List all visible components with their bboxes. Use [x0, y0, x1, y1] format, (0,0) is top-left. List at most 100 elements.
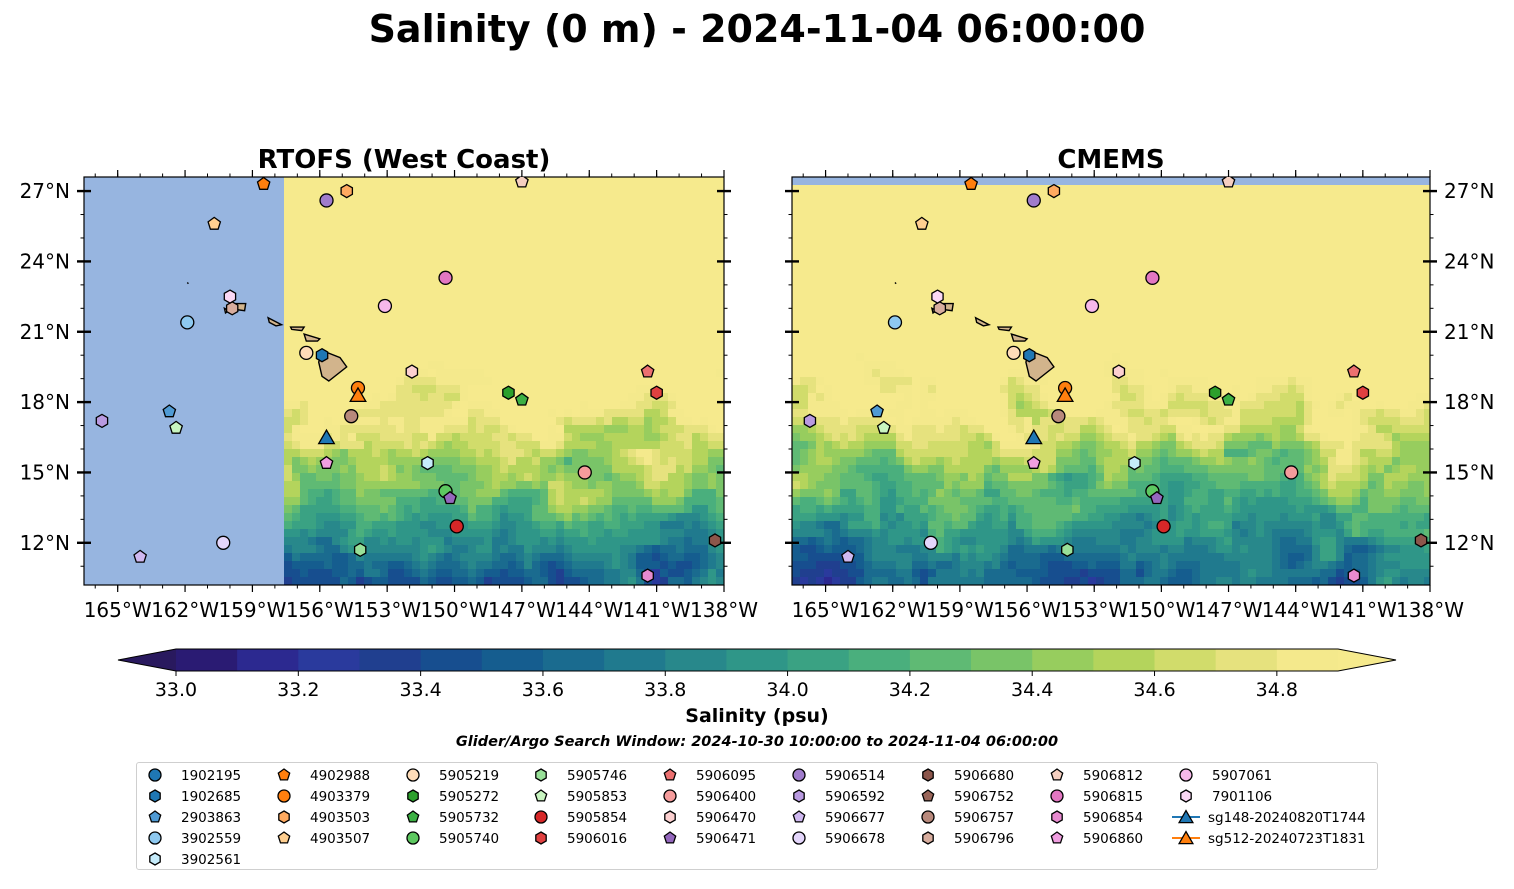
legend-label: 5906592 — [825, 789, 885, 805]
y-tick-label: 18°N — [20, 390, 70, 414]
legend-hexagon-icon — [149, 789, 161, 803]
legend-entry: 4902988 — [277, 768, 370, 784]
legend-label: 3902559 — [181, 831, 241, 847]
legend-label: 5905854 — [567, 810, 627, 826]
float-marker-5906592 — [803, 413, 817, 429]
legend-entry: sg148-20240820T1744 — [1172, 809, 1366, 826]
legend-label: 4903503 — [310, 810, 370, 826]
legend-pentagon-icon — [534, 789, 548, 802]
colorbar-bin — [237, 649, 299, 671]
legend-entry: 5905732 — [406, 810, 499, 826]
legend-label: 1902195 — [181, 768, 241, 784]
legend-label: 5906854 — [1083, 810, 1143, 826]
y-tick-label: 15°N — [1444, 460, 1494, 484]
x-tick-label: 156°W — [993, 598, 1061, 622]
colorbar-bin — [542, 649, 605, 671]
legend-entry: 5906514 — [792, 768, 885, 784]
y-tick-label: 24°N — [1444, 249, 1494, 273]
float-marker-3902561 — [421, 455, 434, 471]
colorbar-tick-label: 34.0 — [766, 679, 808, 701]
legend-label: 5905732 — [439, 810, 499, 826]
legend-hexagon-icon — [278, 810, 290, 824]
legend-circle-icon — [1050, 789, 1064, 803]
float-marker-5906677 — [841, 549, 855, 563]
legend-label: 5906815 — [1083, 789, 1143, 805]
legend-entry: 5906680 — [922, 768, 1014, 784]
map-panel-1: RTOFS (West Coast)165°W 162°W 159°W 156°W 15… — [20, 145, 759, 622]
legend-entry: 4903379 — [277, 789, 370, 805]
float-marker-5905853 — [876, 420, 891, 434]
float-marker-4902988 — [964, 177, 979, 190]
legend-entry: 5906815 — [1050, 789, 1143, 805]
colorbar-extend-high — [1338, 649, 1396, 671]
legend-hexagon-icon — [535, 831, 547, 845]
colorbar-bin — [1215, 649, 1278, 671]
colorbar-tick-label: 33.2 — [277, 679, 319, 701]
island-7 — [894, 282, 897, 285]
legend-circle-icon — [406, 768, 420, 782]
legend-label: 4902988 — [310, 768, 370, 784]
legend-entry: 5906757 — [921, 810, 1014, 826]
legend-label: 3902561 — [181, 852, 241, 868]
colorbar-bin — [420, 649, 483, 671]
legend-label: 5906471 — [696, 831, 756, 847]
float-marker-5906016 — [650, 385, 663, 400]
legend-entry: 1902685 — [149, 789, 241, 805]
legend-hexagon-icon — [149, 852, 161, 866]
legend-entry: 3902559 — [148, 831, 241, 847]
legend-entry: 5906095 — [663, 768, 756, 784]
legend-entry: 5906854 — [1051, 810, 1143, 826]
float-marker-5906514 — [319, 193, 334, 208]
colorbar-bin — [481, 649, 544, 671]
x-tick-label: 147°W — [1195, 598, 1263, 622]
legend-entry: 2903863 — [148, 810, 241, 826]
float-marker-7901106 — [223, 289, 237, 304]
legend-entry: 5906677 — [792, 810, 885, 826]
legend-entry: 5906016 — [535, 831, 627, 847]
float-marker-5905219 — [299, 345, 314, 361]
x-tick-label: 150°W — [1127, 598, 1195, 622]
legend-label: 5906757 — [954, 810, 1014, 826]
legend-entry: 5906470 — [664, 810, 756, 826]
legend-pentagon-icon — [663, 831, 677, 844]
legend-entry: 5906812 — [1050, 768, 1143, 784]
float-marker-5906471 — [1149, 490, 1164, 505]
colorbar-bin — [665, 649, 727, 671]
legend-hexagon-icon — [922, 831, 934, 845]
legend-label: 5906680 — [954, 768, 1014, 784]
x-tick-label: 144°W — [555, 598, 623, 622]
legend-entry: 3902561 — [149, 852, 241, 868]
float-marker-5905853 — [169, 420, 184, 434]
legend-pentagon-icon — [277, 768, 291, 781]
colorbar-bin — [848, 649, 911, 671]
x-tick-label: 141°W — [1329, 598, 1397, 622]
legend-label: 5906860 — [1083, 831, 1143, 847]
x-tick-label: 141°W — [623, 598, 691, 622]
float-marker-5905854 — [1156, 519, 1171, 534]
island-3 — [289, 326, 306, 332]
float-marker-5906470 — [405, 364, 419, 379]
float-marker-5906757 — [344, 409, 359, 424]
float-marker-5906757 — [1051, 409, 1066, 424]
legend-label: sg148-20240820T1744 — [1208, 810, 1366, 826]
y-tick-label: 27°N — [20, 179, 70, 203]
legend-pentagon-icon — [792, 810, 806, 823]
legend: 1902195 1902685 2903863 3902559 3902561 49029… — [136, 762, 1378, 870]
x-tick-label: 156°W — [286, 598, 354, 622]
legend-entry: 5906796 — [922, 831, 1014, 847]
legend-circle-icon — [792, 831, 806, 845]
float-marker-4903503 — [1047, 183, 1061, 199]
legend-label: 5906678 — [825, 831, 885, 847]
float-marker-5906400 — [1284, 465, 1299, 480]
legend-triangle-icon — [1177, 809, 1195, 824]
legend-circle-icon — [277, 789, 291, 803]
x-tick-label: 138°W — [690, 598, 758, 622]
legend-entry: 5906678 — [792, 831, 885, 847]
island-3 — [996, 326, 1013, 332]
float-marker-5905219 — [1006, 345, 1021, 361]
island-4 — [267, 316, 284, 327]
colorbar-bin — [298, 649, 360, 671]
island-2 — [303, 333, 322, 342]
colorbar-bin — [1093, 649, 1156, 671]
legend-entry: 5905853 — [534, 789, 627, 805]
